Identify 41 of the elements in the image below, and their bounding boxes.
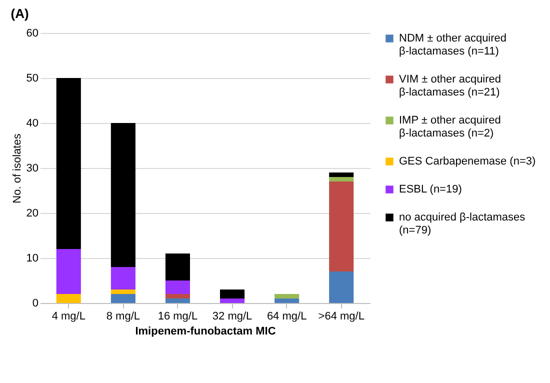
legend-label: ESBL (n=19) — [399, 184, 462, 196]
x-tick-label: 8 mg/L — [106, 310, 140, 322]
bar — [274, 298, 300, 303]
x-tick-label: 16 mg/L — [158, 310, 198, 322]
chart-title: (A) — [10, 6, 29, 21]
bar — [329, 172, 354, 177]
x-tick-label: 64 mg/L — [266, 310, 307, 322]
legend-label: NDM ± other acquired β-lactamases (n=11) — [399, 32, 507, 58]
legend-label: no acquired β-lactamases (n=79) — [399, 212, 526, 236]
x-tick-label: 32 mg/L — [212, 310, 252, 322]
bar — [56, 78, 81, 249]
legend-label: IMP ± other acquired β-lactamases (n=2) — [399, 114, 501, 140]
x-axis-title: Imipenem-funobactam MIC — [135, 326, 276, 338]
bar — [329, 177, 354, 182]
bar — [110, 294, 136, 303]
legend-label: VIM ± other acquired β-lactamases (n=21) — [399, 74, 502, 98]
y-tick-label: 10 — [26, 252, 38, 264]
bar — [165, 294, 190, 298]
x-tick-label: >64 mg/L — [318, 310, 364, 322]
bar — [165, 298, 190, 303]
y-tick-label: 30 — [26, 162, 38, 174]
bar — [110, 123, 136, 267]
bar — [274, 294, 300, 298]
bar — [56, 249, 81, 294]
bar — [56, 294, 81, 303]
bar — [110, 290, 136, 294]
y-tick-label: 40 — [26, 118, 38, 130]
y-tick-label: 60 — [26, 28, 38, 40]
bar — [220, 290, 245, 298]
legend-label: GES Carbapenemase (n=3) — [399, 156, 536, 168]
y-axis-title: No. of isolates — [11, 133, 24, 204]
bar — [110, 267, 136, 290]
y-tick-label: 50 — [26, 72, 38, 84]
bar — [165, 254, 190, 280]
bar — [329, 272, 354, 303]
bar — [165, 280, 190, 294]
y-tick-label: 0 — [32, 298, 38, 310]
bar — [220, 298, 245, 303]
bar — [329, 182, 354, 272]
y-tick-label: 20 — [26, 208, 38, 220]
x-tick-label: 4 mg/L — [52, 310, 86, 322]
